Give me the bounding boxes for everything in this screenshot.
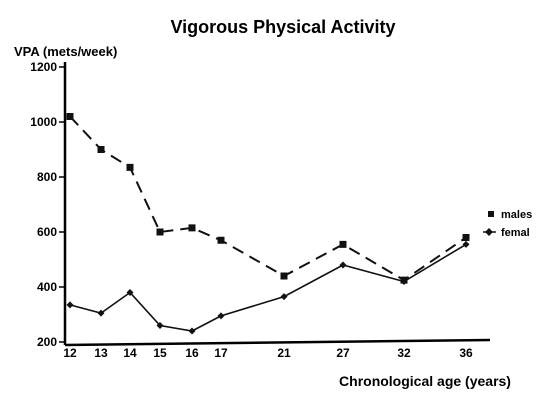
legend-label-femal: femal <box>501 227 530 239</box>
x-tick-label: 36 <box>459 346 473 360</box>
y-tick-label: 1000 <box>30 115 57 129</box>
x-tick-label: 16 <box>185 346 199 360</box>
y-tick-label: 1200 <box>30 60 57 74</box>
x-ticks: 12 13 14 15 16 17 21 27 32 36 <box>63 346 473 360</box>
series-line-femal <box>69 243 467 332</box>
data-point-femal <box>339 261 347 269</box>
x-tick-label: 15 <box>153 346 167 360</box>
y-ticks: 200 400 600 800 1000 1200 <box>30 60 65 349</box>
x-tick-label: 17 <box>214 346 228 360</box>
x-tick-label: 12 <box>63 346 77 360</box>
legend-label-males: males <box>501 209 532 221</box>
series-line-males <box>69 115 467 282</box>
y-tick-label: 200 <box>37 335 57 349</box>
data-point-males <box>156 228 164 236</box>
chart-title: Vigorous Physical Activity <box>170 17 395 37</box>
data-point-males <box>188 224 196 232</box>
x-tick-label: 14 <box>123 346 137 360</box>
x-tick-label: 32 <box>397 346 411 360</box>
data-point-males <box>126 163 134 171</box>
x-axis-label: Chronological age (years) <box>339 373 511 389</box>
data-point-males <box>280 272 288 280</box>
x-tick-label: 27 <box>336 346 350 360</box>
data-point-femal <box>188 327 196 335</box>
x-tick-label: 13 <box>94 346 108 360</box>
y-tick-label: 800 <box>37 170 57 184</box>
data-point-males <box>462 234 470 241</box>
data-point-femal <box>462 240 470 248</box>
data-point-males <box>339 240 347 248</box>
data-point-males <box>217 236 225 244</box>
data-point-femal <box>217 312 225 320</box>
data-point-femal <box>126 289 134 296</box>
y-tick-label: 600 <box>37 225 57 239</box>
data-point-femal <box>97 309 105 317</box>
series-layer <box>66 113 470 335</box>
data-point-femal <box>400 278 408 285</box>
data-point-femal <box>156 322 164 329</box>
legend-marker-femal <box>485 228 493 236</box>
y-axis-label: VPA (mets/week) <box>14 44 117 59</box>
data-point-femal <box>66 301 74 309</box>
x-tick-label: 21 <box>277 346 291 360</box>
data-point-males <box>66 113 74 120</box>
y-tick-label: 400 <box>37 280 57 294</box>
legend: males femal <box>483 209 532 239</box>
legend-marker-males <box>488 211 494 217</box>
data-point-femal <box>280 293 288 301</box>
data-point-males <box>97 146 105 153</box>
x-axis-line <box>64 338 491 347</box>
